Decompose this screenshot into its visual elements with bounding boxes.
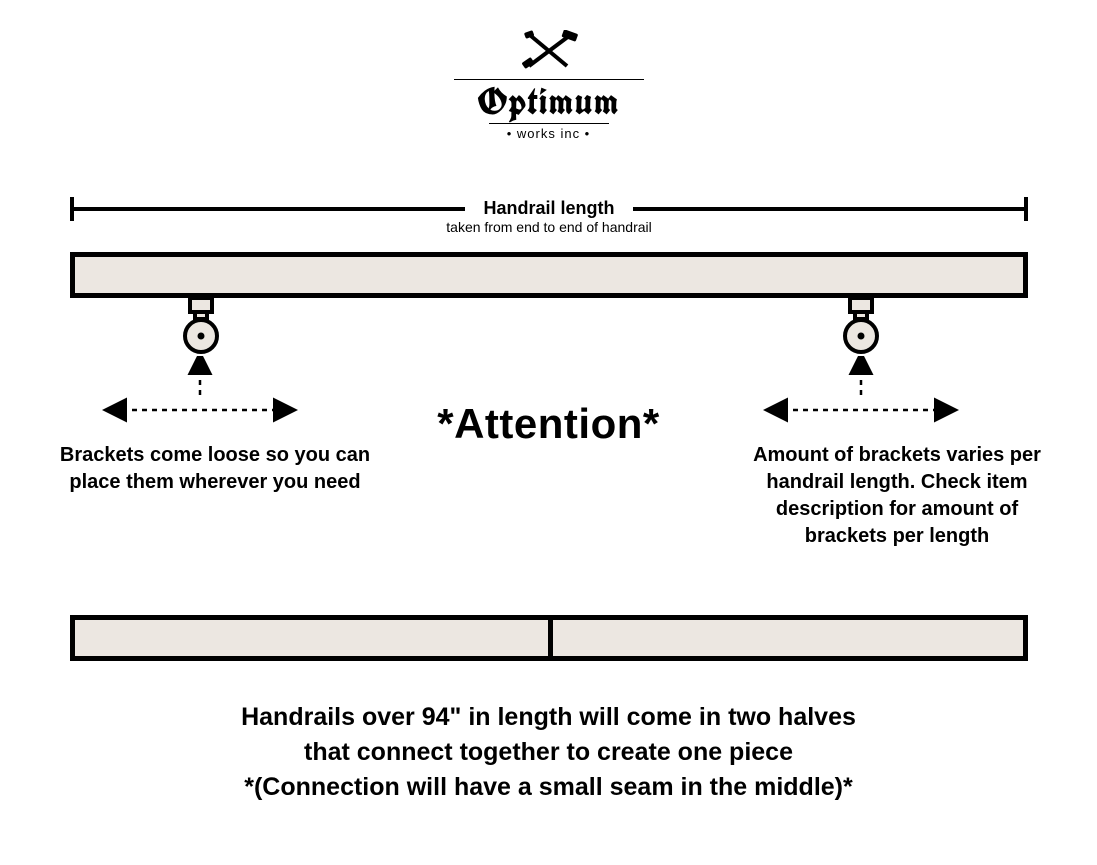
note-bracket-amount: Amount of brackets varies per handrail l…: [737, 442, 1057, 550]
company-logo: Optimum • works inc •: [454, 30, 644, 141]
measurement-title: Handrail length: [70, 199, 1028, 217]
bottom-info: Handrails over 94" in length will come i…: [0, 700, 1097, 805]
arrow-indicator-left: [100, 356, 300, 436]
tools-icon: [519, 30, 579, 77]
bracket-right: [838, 298, 884, 359]
bottom-line3: *(Connection will have a small seam in t…: [0, 770, 1097, 805]
measurement-subtitle: taken from end to end of handrail: [70, 219, 1028, 236]
bracket-left: [178, 298, 224, 359]
company-name: Optimum: [454, 82, 644, 120]
attention-heading: *Attention*: [437, 400, 659, 448]
bottom-line2: that connect together to create one piec…: [0, 735, 1097, 770]
arrow-indicator-right: [761, 356, 961, 436]
note-brackets-loose: Brackets come loose so you can place the…: [55, 442, 375, 496]
length-measurement: Handrail length taken from end to end of…: [70, 195, 1028, 225]
handrail-split: [70, 615, 1028, 661]
handrail-top: [70, 252, 1028, 298]
company-subtitle: • works inc •: [454, 126, 644, 141]
bottom-line1: Handrails over 94" in length will come i…: [0, 700, 1097, 735]
